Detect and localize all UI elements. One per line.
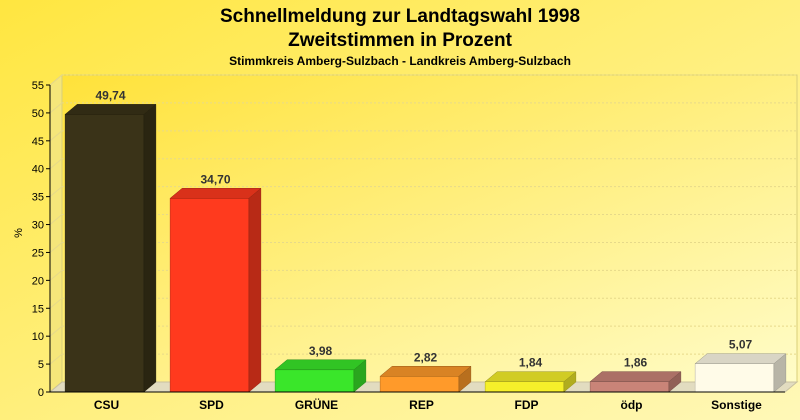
bar-front [694, 363, 775, 393]
bar-top [274, 359, 367, 371]
y-axis-label: % [13, 228, 25, 238]
grid-line-side [49, 353, 63, 365]
bar-side [248, 187, 262, 393]
bar-value-label: 2,82 [414, 350, 438, 364]
y-axis: 0 5 10 15 20 25 30 35 40 45 50 55 [32, 80, 51, 399]
bar-side [143, 103, 157, 393]
y-tick-label: 40 [32, 164, 44, 176]
bar-front [379, 376, 460, 393]
grid-line-side [49, 242, 63, 253]
x-tick-label: FDP [515, 398, 539, 412]
bar-front [274, 369, 355, 393]
x-tick-label: CSU [94, 398, 119, 412]
bar-spd [169, 187, 262, 393]
bar-rep [379, 365, 472, 393]
chart-subtitle: Zweitstimmen in Prozent [288, 30, 512, 51]
bar-value-label: 34,70 [200, 172, 230, 186]
grid-line-side [49, 297, 63, 309]
x-tick-label: Sonstige [711, 398, 762, 412]
bar-sonstige [694, 353, 787, 393]
y-tick-label: 35 [32, 192, 44, 204]
bar-csu [64, 103, 157, 393]
x-axis: CSU SPD GRÜNE REP FDP ödp Sonstige [50, 391, 785, 412]
y-tick-label: 55 [32, 80, 44, 92]
bar-value-label: 1,86 [624, 356, 648, 370]
bar-front [64, 114, 145, 393]
bar-front [589, 381, 670, 393]
y-tick-label: 20 [32, 275, 44, 287]
y-tick-label: 5 [38, 359, 44, 371]
bar-fdp [484, 371, 577, 393]
grid-line-side [49, 214, 63, 225]
grid-line-side [49, 130, 63, 142]
bar-front [484, 381, 565, 393]
bar-top [694, 353, 787, 364]
grid-line-side [49, 186, 63, 198]
bar-value-label: 5,07 [729, 338, 753, 352]
y-tick-label: 50 [32, 108, 44, 120]
grid-line-side [49, 269, 63, 281]
y-tick-label: 10 [32, 331, 44, 343]
plot-area [48, 73, 799, 394]
bar-front [169, 198, 250, 393]
y-tick-label: 45 [32, 136, 44, 148]
x-tick-label: GRÜNE [295, 397, 338, 412]
x-tick-label: ödp [621, 398, 643, 412]
bar-value-label: 49,74 [95, 88, 125, 102]
grid-line-side [49, 325, 63, 337]
bar-top [169, 188, 262, 199]
bar-value-label: 3,98 [309, 344, 333, 358]
chart-title: Schnellmeldung zur Landtagswahl 1998 [220, 6, 580, 27]
x-tick-label: SPD [199, 398, 224, 412]
bar-top [379, 366, 472, 377]
chart-subtitle-region: Stimmkreis Amberg-Sulzbach - Landkreis A… [229, 54, 571, 68]
bars: 49,74 34,70 3,98 2,82 1,84 1,86 5,07 [64, 88, 787, 393]
y-tick-label: 15 [32, 303, 44, 315]
bar-top [589, 371, 682, 382]
plot-left-wall [49, 73, 63, 394]
bar-grüne [274, 359, 367, 393]
y-tick-label: 30 [32, 220, 44, 232]
y-tick-label: 25 [32, 247, 44, 259]
bar-top [64, 104, 157, 115]
bar-top [484, 371, 577, 382]
grid-line-side [49, 74, 63, 86]
y-tick-label: 0 [38, 387, 44, 399]
grid-line-side [49, 158, 63, 170]
grid-line-side [49, 102, 63, 114]
x-tick-label: REP [409, 398, 434, 412]
bar-value-label: 1,84 [519, 356, 543, 370]
bar-ödp [589, 371, 682, 393]
